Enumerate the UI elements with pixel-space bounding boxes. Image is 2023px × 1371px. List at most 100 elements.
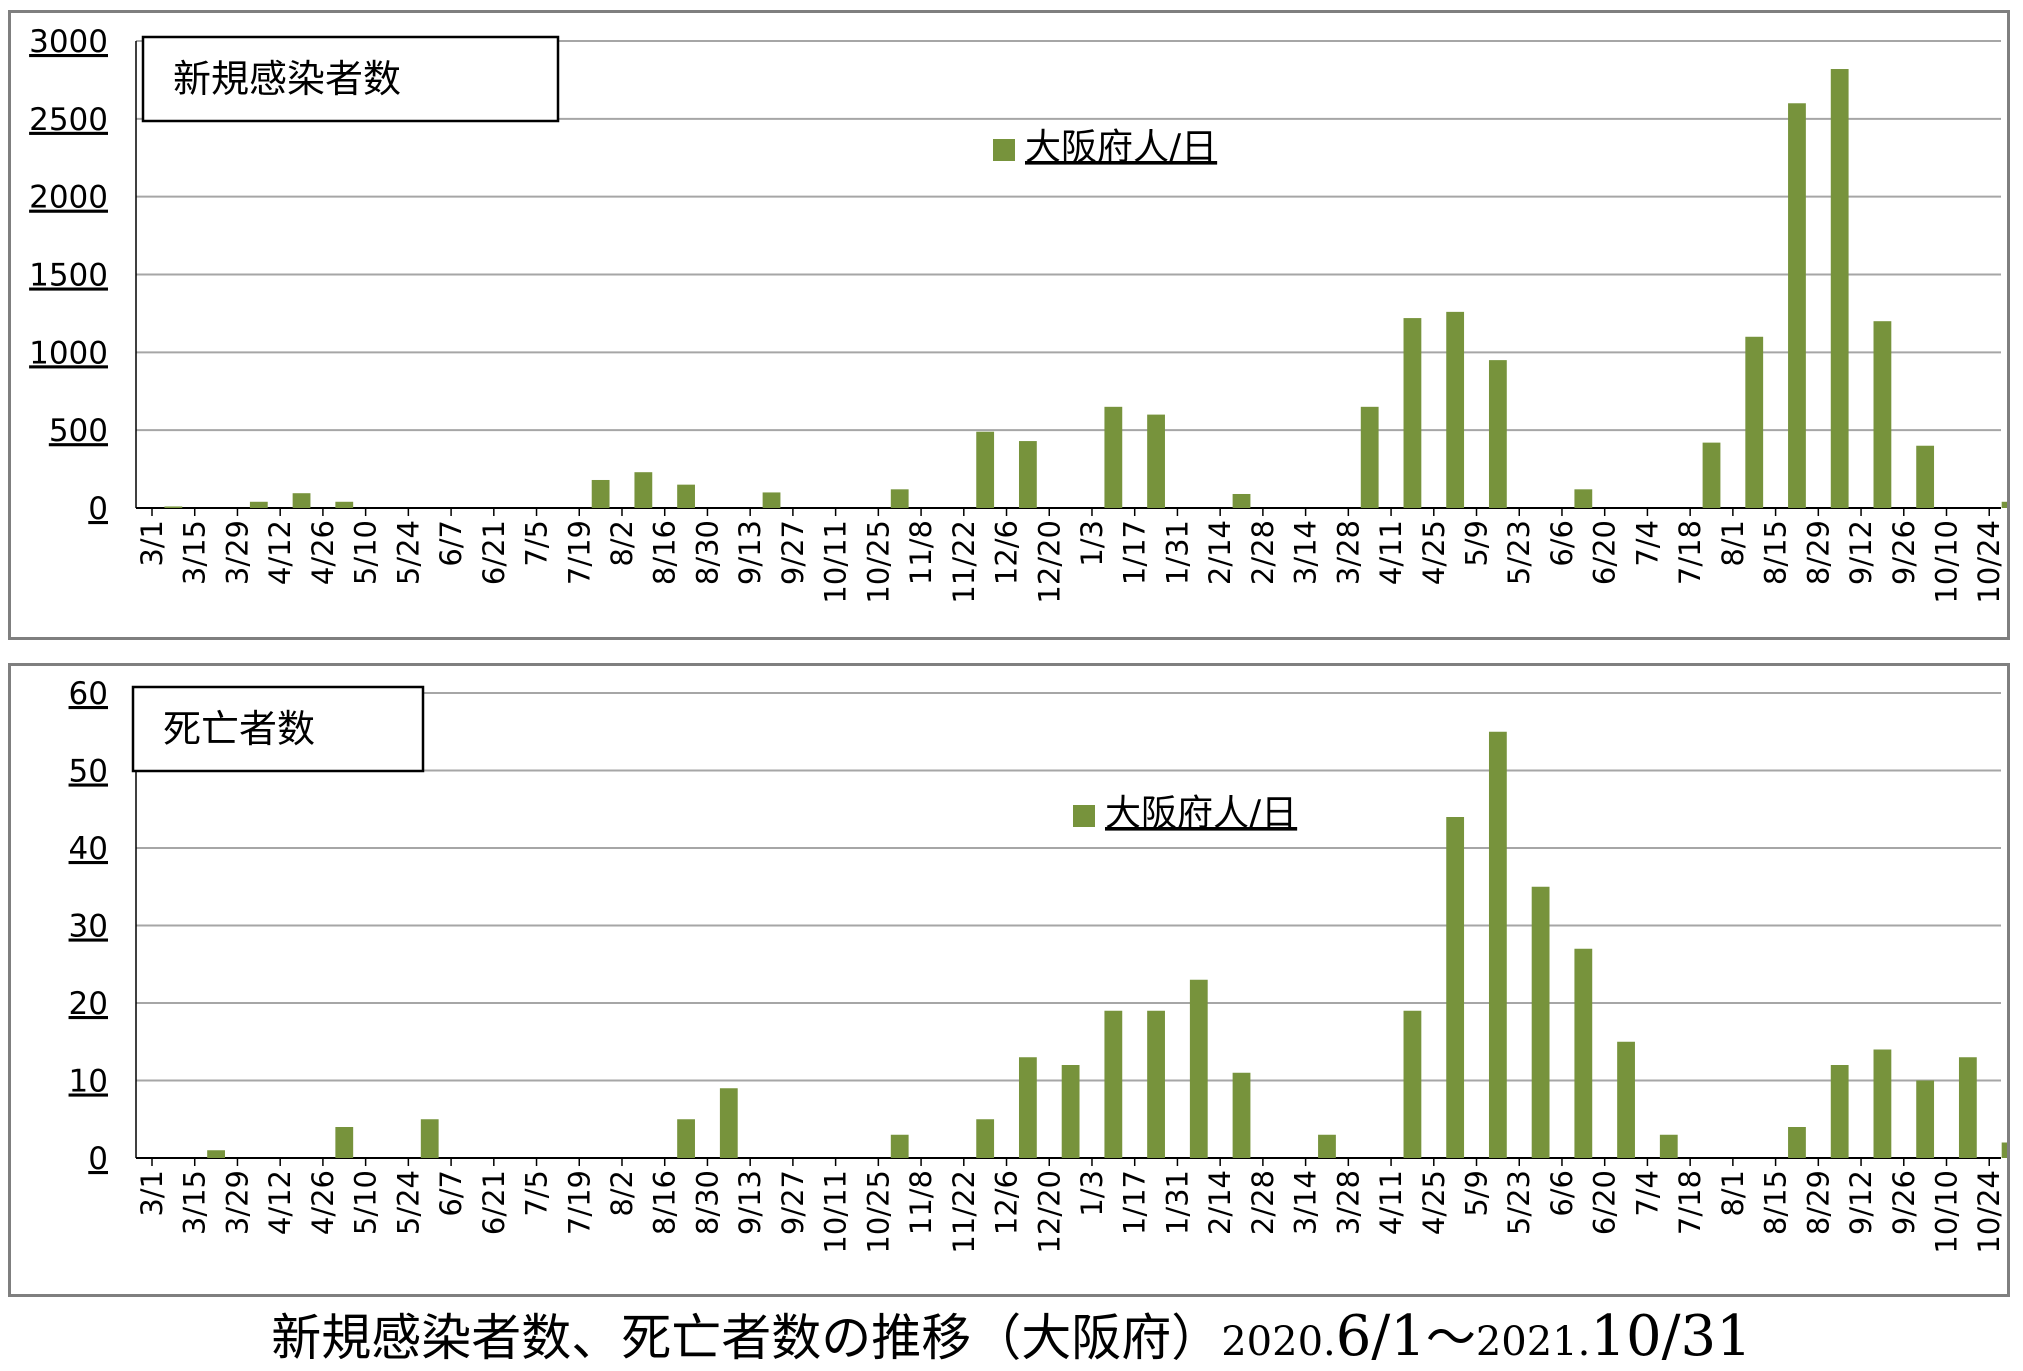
data-bar [1830, 69, 1849, 508]
x-tick-label: 3/28 [1331, 1170, 1365, 1235]
x-tick-label: 4/26 [306, 520, 340, 585]
x-tick-label: 10/24 [1972, 1170, 2006, 1254]
deaths-chart-panel: 0 10 20 30 40 50 60 3/1 3/15 3/29 4/12 4/26 5/10 5/24… [8, 663, 2020, 1297]
x-tick-label: 10/10 [1930, 520, 1964, 604]
legend-swatch [993, 139, 1015, 161]
x-tick-label: 3/29 [220, 1170, 254, 1235]
x-tick-label: 7/5 [520, 520, 554, 567]
x-tick-label: 9/26 [1887, 1170, 1921, 1235]
x-tick-label: 9/27 [776, 1170, 810, 1235]
x-tick-label: 1/17 [1118, 1170, 1152, 1235]
x-tick-label: 1/31 [1160, 1170, 1194, 1235]
y-tick-label: 1000 [29, 335, 108, 371]
data-bar [1958, 1057, 1977, 1158]
x-tick-label: 10/11 [819, 520, 853, 604]
data-bar [420, 1119, 439, 1158]
data-bar [1446, 817, 1465, 1158]
data-bar [1446, 311, 1465, 508]
x-tick-label: 8/30 [690, 1170, 724, 1235]
cases-chart: 0 500 1000 1500 2000 2500 3000 3/1 3/15 3/29 4/12 4… [29, 24, 2020, 604]
x-tick-label: 3/15 [178, 520, 212, 585]
x-tick-label: 6/6 [1545, 1170, 1579, 1217]
x-tick-label: 12/20 [1032, 1170, 1066, 1254]
legend-label: 大阪府人/日 [1025, 127, 1217, 168]
x-tick-label: 7/19 [562, 520, 596, 585]
x-tick-label: 6/20 [1588, 520, 1622, 585]
x-tick-label: 9/27 [776, 520, 810, 585]
x-tick-label: 2/14 [1203, 1170, 1237, 1235]
data-bar [634, 472, 653, 508]
x-tick-label: 11/22 [947, 520, 981, 604]
y-tick-label: 40 [69, 831, 108, 867]
x-tick-label: 7/19 [562, 1170, 596, 1235]
x-tick-label: 3/29 [220, 520, 254, 585]
x-tick-label: 8/1 [1716, 520, 1750, 567]
x-tick-label: 8/16 [648, 520, 682, 585]
data-bar [1488, 731, 1507, 1158]
x-tick-label: 10/25 [861, 1170, 895, 1254]
data-bar [890, 489, 909, 508]
data-bar [1788, 1127, 1806, 1158]
data-bar [1745, 336, 1764, 508]
x-tick-label: 5/10 [349, 520, 383, 585]
x-tick-label: 3/28 [1331, 520, 1365, 585]
x-tick-label: 7/4 [1630, 520, 1664, 567]
x-tick-label: 4/25 [1417, 1170, 1451, 1235]
x-tick-label: 5/9 [1460, 520, 1494, 567]
chart-title-box [131, 685, 425, 773]
chart-title-box [141, 35, 560, 123]
x-tick-label: 7/4 [1630, 1170, 1664, 1217]
x-tick-label: 5/24 [391, 1170, 425, 1235]
x-tick-label: 7/18 [1673, 520, 1707, 585]
data-bar [1873, 1049, 1892, 1158]
data-bar [2001, 1142, 2020, 1158]
x-tick-label: 5/23 [1502, 1170, 1536, 1235]
x-tick-label: 6/7 [434, 520, 468, 567]
data-bar [2001, 501, 2020, 508]
data-bar [1403, 1010, 1422, 1158]
data-bar [1147, 414, 1165, 508]
y-tick-label: 20 [69, 986, 108, 1022]
x-tick-label: 2/28 [1246, 1170, 1280, 1235]
cases-chart-panel: 0 500 1000 1500 2000 2500 3000 3/1 3/15 3/29 4/12 4… [8, 10, 2020, 640]
y-tick-label: 500 [49, 413, 108, 449]
data-bar [164, 506, 183, 508]
data-bar [1403, 318, 1422, 508]
x-tick-label: 3/15 [178, 1170, 212, 1235]
data-bar [335, 1127, 354, 1158]
x-tick-label: 1/17 [1118, 520, 1152, 585]
y-tick-label: 50 [69, 754, 108, 790]
x-tick-label: 4/12 [263, 520, 297, 585]
x-tick-label: 8/30 [690, 520, 724, 585]
caption-year-start: 2020. [1221, 1319, 1336, 1365]
data-bar [976, 1119, 995, 1158]
data-bar [762, 492, 781, 508]
data-bar [677, 484, 695, 508]
data-bar [1147, 1010, 1165, 1158]
data-bar [1531, 886, 1550, 1158]
data-bar [1104, 1010, 1123, 1158]
x-tick-label: 9/13 [733, 1170, 767, 1235]
x-tick-label: 6/20 [1588, 1170, 1622, 1235]
x-tick-label: 8/16 [648, 1170, 682, 1235]
x-tick-label: 6/7 [434, 1170, 468, 1217]
data-bar [1659, 1134, 1678, 1158]
data-bar [1574, 489, 1593, 508]
x-tick-label: 8/2 [605, 1170, 639, 1217]
data-bar [1018, 1057, 1037, 1158]
y-tick-label: 0 [88, 491, 108, 527]
caption-tilde: ～ [1425, 1309, 1476, 1367]
data-bar [335, 501, 354, 508]
y-tick-label: 2000 [29, 180, 108, 216]
x-tick-label: 10/11 [819, 1170, 853, 1254]
x-tick-label: 5/23 [1502, 520, 1536, 585]
x-tick-label: 8/1 [1716, 1170, 1750, 1217]
y-tick-label: 3000 [29, 24, 108, 60]
x-tick-label: 3/14 [1289, 1170, 1323, 1235]
x-tick-label: 12/20 [1032, 520, 1066, 604]
x-tick-label: 2/28 [1246, 520, 1280, 585]
x-tick-label: 12/6 [990, 520, 1024, 585]
x-tick-label: 1/3 [1075, 520, 1109, 567]
x-tick-label: 11/8 [904, 1170, 938, 1235]
data-bar [1018, 441, 1037, 508]
